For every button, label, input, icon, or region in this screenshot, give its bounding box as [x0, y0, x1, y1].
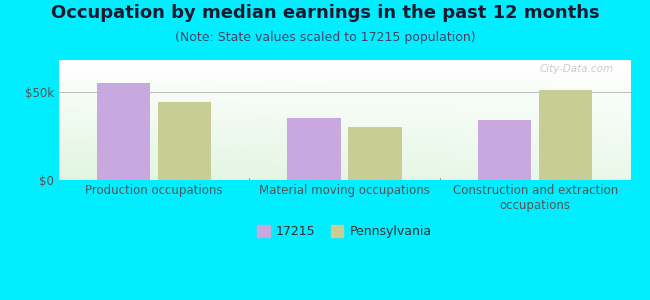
Text: City-Data.com: City-Data.com [540, 64, 614, 74]
Legend: 17215, Pennsylvania: 17215, Pennsylvania [252, 220, 437, 243]
Text: (Note: State values scaled to 17215 population): (Note: State values scaled to 17215 popu… [175, 32, 475, 44]
Text: Occupation by median earnings in the past 12 months: Occupation by median earnings in the pas… [51, 4, 599, 22]
Bar [478, 120, 531, 180]
Bar [348, 127, 402, 180]
Bar [539, 90, 592, 180]
Bar [97, 83, 150, 180]
Bar [287, 118, 341, 180]
Bar [158, 102, 211, 180]
